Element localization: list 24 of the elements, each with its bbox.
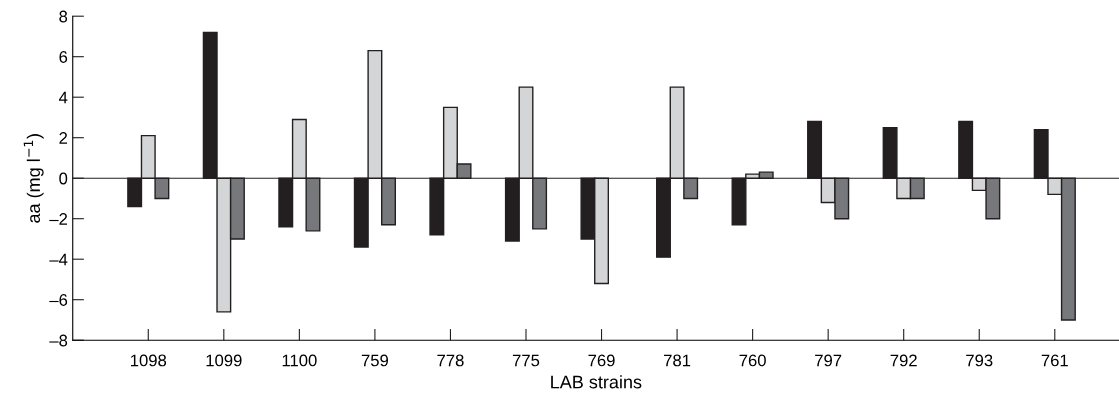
x-tick-label: 781: [664, 354, 691, 367]
x-tick-label: 775: [512, 354, 540, 367]
y-tick-label: 6: [59, 51, 68, 63]
x-tick-label: 769: [588, 354, 615, 367]
x-tick-label: 1100: [282, 354, 317, 367]
y-tick-label: 4: [58, 91, 68, 104]
y-tick-label: –2: [49, 213, 68, 225]
x-tick-label: 792: [890, 354, 917, 367]
x-tick-label: 793: [966, 354, 993, 367]
y-axis-title: aa (mg l$^{−1}$): [23, 134, 44, 223]
x-axis-title: LAB strains: [551, 375, 642, 389]
x-tick-label: 761: [1041, 354, 1068, 367]
y-tick-label: –4: [49, 253, 68, 266]
y-tick-label: –6: [49, 294, 68, 306]
y-tick-label: 2: [59, 132, 68, 144]
y-tick-label: 8: [59, 10, 68, 23]
x-tick-label: 1099: [206, 354, 242, 367]
x-tick-label: 1098: [131, 354, 167, 367]
x-tick-label: 797: [815, 354, 842, 367]
x-tick-label: 760: [739, 354, 766, 367]
x-tick-label: 759: [361, 354, 389, 367]
x-tick-label: 778: [437, 354, 464, 367]
y-tick-label: –8: [49, 334, 68, 347]
y-tick-label: 0: [59, 172, 68, 185]
